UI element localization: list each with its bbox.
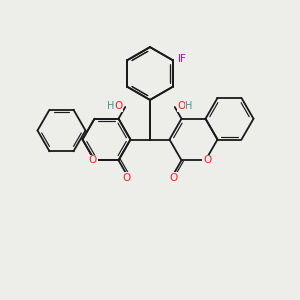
Text: H: H — [185, 101, 193, 111]
Text: F: F — [180, 54, 186, 64]
Text: O: O — [115, 101, 123, 111]
Text: H: H — [107, 101, 115, 111]
Text: O: O — [89, 155, 97, 165]
Text: F: F — [178, 54, 184, 64]
Text: O: O — [123, 172, 131, 183]
Text: O: O — [177, 101, 185, 111]
Text: O: O — [203, 155, 211, 165]
Text: O: O — [169, 172, 177, 183]
